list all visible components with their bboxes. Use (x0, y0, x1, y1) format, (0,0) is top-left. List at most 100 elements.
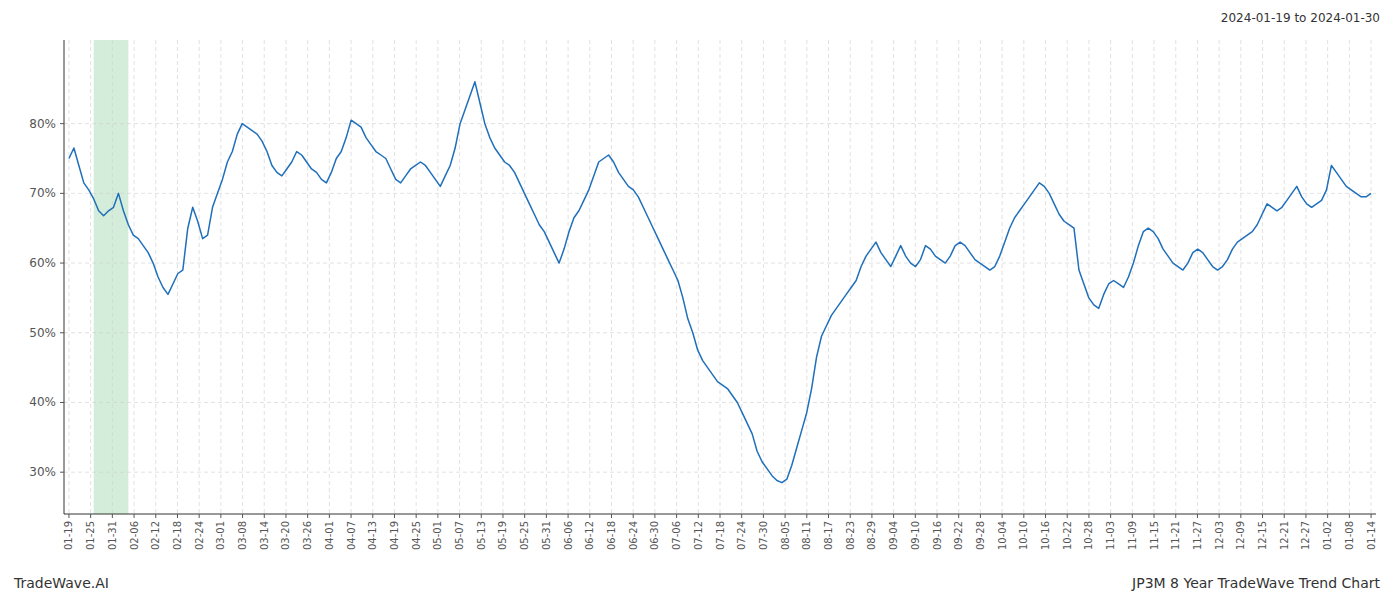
x-tick (1045, 514, 1046, 518)
x-tick-label: 09-22 (953, 521, 964, 550)
y-tick-label: 50% (29, 326, 56, 340)
x-tick-label: 05-25 (519, 521, 530, 550)
x-tick (416, 514, 417, 518)
x-tick (68, 514, 69, 518)
grid-line-x (68, 40, 69, 514)
x-tick-label: 10-28 (1083, 521, 1094, 550)
x-tick-label: 08-29 (866, 521, 877, 550)
x-tick (1175, 514, 1176, 518)
subtitle: 2024-01-19 to 2024-01-30 (1221, 11, 1380, 25)
x-tick-label: 04-13 (367, 521, 378, 550)
x-tick-label: 10-16 (1040, 521, 1051, 550)
x-tick-label: 03-14 (259, 521, 270, 550)
x-tick-label: 03-26 (302, 521, 313, 550)
x-tick-label: 01-08 (1344, 521, 1355, 550)
x-tick (915, 514, 916, 518)
x-tick (698, 514, 699, 518)
x-tick-label: 07-30 (758, 521, 769, 550)
grid-line-x (220, 40, 221, 514)
grid-line-x (524, 40, 525, 514)
grid-line-x (915, 40, 916, 514)
grid-line-x (546, 40, 547, 514)
x-tick-label: 11-15 (1149, 521, 1160, 550)
grid-line-x (763, 40, 764, 514)
y-tick (60, 123, 64, 124)
x-tick (720, 514, 721, 518)
x-tick (1305, 514, 1306, 518)
x-tick-label: 02-06 (129, 521, 140, 550)
x-tick (199, 514, 200, 518)
x-tick-label: 07-06 (671, 521, 682, 550)
x-tick (459, 514, 460, 518)
grid-line-x (806, 40, 807, 514)
grid-line-y (64, 402, 1376, 403)
x-tick-label: 11-21 (1170, 521, 1181, 550)
x-tick-label: 05-01 (432, 521, 443, 550)
x-tick (285, 514, 286, 518)
x-tick-label: 05-19 (497, 521, 508, 550)
grid-line-x (1197, 40, 1198, 514)
grid-line-y (64, 263, 1376, 264)
x-tick-label: 10-10 (1018, 521, 1029, 550)
x-tick-label: 06-06 (563, 521, 574, 550)
grid-line-x (264, 40, 265, 514)
x-tick-label: 02-18 (172, 521, 183, 550)
y-tick (60, 263, 64, 264)
grid-line-x (155, 40, 156, 514)
grid-line-x (285, 40, 286, 514)
x-tick-label: 12-15 (1257, 521, 1268, 550)
grid-line-x (1088, 40, 1089, 514)
grid-line-x (1175, 40, 1176, 514)
grid-line-x (937, 40, 938, 514)
grid-line-x (871, 40, 872, 514)
grid-line-x (1371, 40, 1372, 514)
x-tick-label: 01-02 (1322, 521, 1333, 550)
grid-line-x (1284, 40, 1285, 514)
x-tick (502, 514, 503, 518)
x-tick-label: 06-18 (606, 521, 617, 550)
x-tick-label: 03-01 (215, 521, 226, 550)
x-tick-label: 07-24 (736, 521, 747, 550)
x-tick (1088, 514, 1089, 518)
grid-line-x (589, 40, 590, 514)
x-tick-label: 07-18 (715, 521, 726, 550)
x-tick-label: 06-24 (628, 521, 639, 550)
y-tick-label: 40% (29, 395, 56, 409)
x-tick (351, 514, 352, 518)
x-tick (937, 514, 938, 518)
x-tick (828, 514, 829, 518)
x-tick-label: 05-07 (454, 521, 465, 550)
x-tick (1110, 514, 1111, 518)
x-tick (1067, 514, 1068, 518)
x-tick-label: 01-14 (1366, 521, 1377, 550)
grid-line-x (568, 40, 569, 514)
grid-line-x (741, 40, 742, 514)
x-tick-label: 03-08 (237, 521, 248, 550)
x-tick (307, 514, 308, 518)
grid-line-x (1327, 40, 1328, 514)
grid-line-x (611, 40, 612, 514)
annotation: TradeWave.AI (13, 575, 109, 591)
grid-line-x (980, 40, 981, 514)
x-tick-label: 08-23 (845, 521, 856, 550)
x-tick-label: 09-10 (910, 521, 921, 550)
trend-line (69, 82, 1371, 483)
grid-line-x (329, 40, 330, 514)
grid-line-x (459, 40, 460, 514)
x-tick-label: 11-09 (1127, 521, 1138, 550)
x-tick (568, 514, 569, 518)
grid-line-x (698, 40, 699, 514)
x-tick-label: 03-20 (280, 521, 291, 550)
series (69, 82, 1371, 483)
x-tick (1197, 514, 1198, 518)
grid-line-x (720, 40, 721, 514)
x-tick (546, 514, 547, 518)
grid-line-x (502, 40, 503, 514)
x-tick (481, 514, 482, 518)
grid-line-x (1067, 40, 1068, 514)
y-tick (60, 472, 64, 473)
grid-line-x (1219, 40, 1220, 514)
x-tick (437, 514, 438, 518)
grid-line-x (372, 40, 373, 514)
x-tick (1327, 514, 1328, 518)
